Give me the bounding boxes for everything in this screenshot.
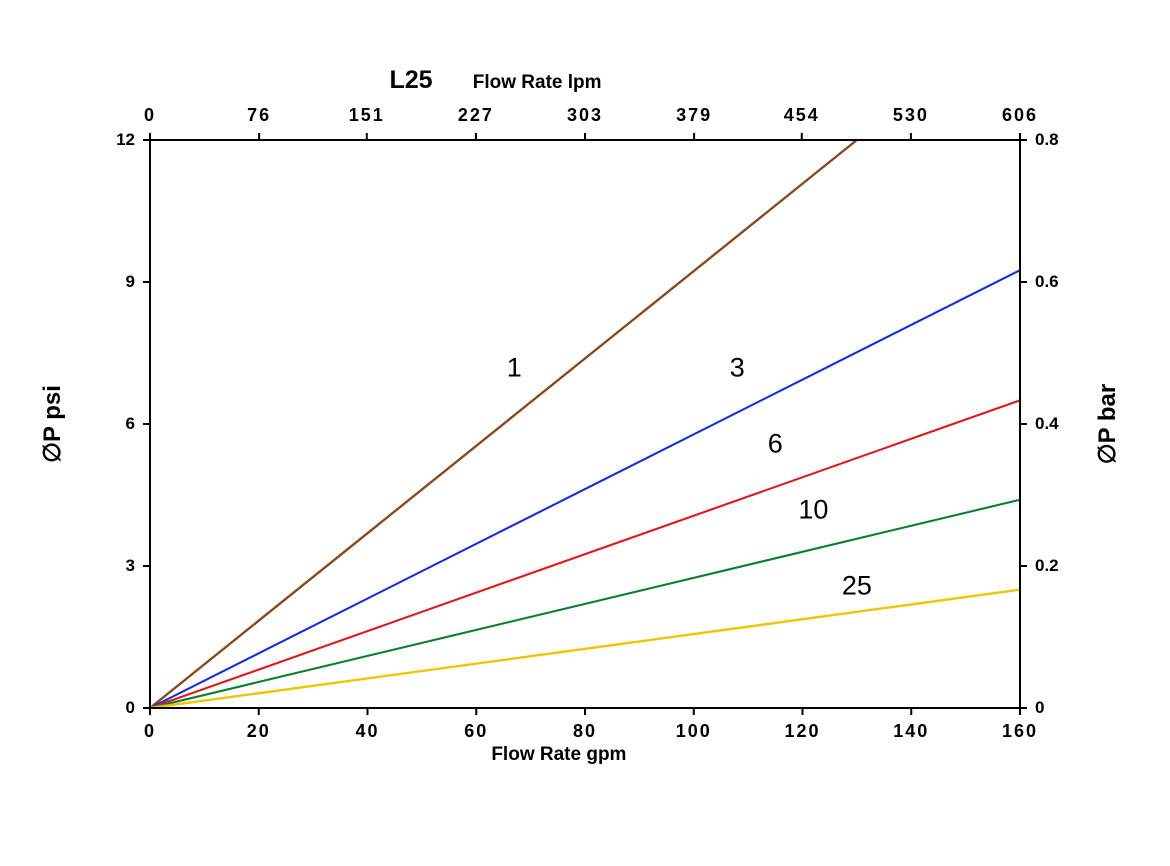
pressure-flow-chart: 020406080100120140160Flow Rate gpm076151… <box>0 0 1170 866</box>
left-tick-label: 0 <box>126 698 135 717</box>
right-axis-title: ∅P bar <box>1094 384 1121 465</box>
series-label-6: 6 <box>768 428 783 458</box>
right-tick-label: 0.2 <box>1035 556 1059 575</box>
bottom-tick-label: 80 <box>573 721 597 741</box>
bottom-tick-label: 20 <box>247 721 271 741</box>
series-label-25: 25 <box>842 570 872 600</box>
top-tick-label: 379 <box>676 105 712 125</box>
left-tick-label: 6 <box>126 414 135 433</box>
bottom-tick-label: 100 <box>676 721 712 741</box>
left-tick-label: 3 <box>126 556 135 575</box>
right-tick-label: 0.6 <box>1035 272 1059 291</box>
top-tick-label: 0 <box>144 105 156 125</box>
bottom-tick-label: 60 <box>464 721 488 741</box>
series-label-3: 3 <box>730 353 745 383</box>
bottom-tick-label: 0 <box>144 721 156 741</box>
right-tick-label: 0.4 <box>1035 414 1059 433</box>
top-tick-label: 454 <box>784 105 820 125</box>
top-tick-label: 227 <box>458 105 494 125</box>
right-tick-label: 0.8 <box>1035 130 1059 149</box>
bottom-tick-label: 120 <box>784 721 820 741</box>
series-label-1: 1 <box>507 353 522 383</box>
bottom-tick-label: 160 <box>1002 721 1038 741</box>
top-tick-label: 151 <box>349 105 385 125</box>
top-tick-label: 303 <box>567 105 603 125</box>
left-axis-title: ∅P psi <box>39 385 66 463</box>
top-axis-title: Flow Rate lpm <box>473 72 602 93</box>
bottom-tick-label: 40 <box>355 721 379 741</box>
chart-container: { "chart": { "type": "line", "canvas_w":… <box>0 0 1170 866</box>
top-tick-label: 606 <box>1002 105 1038 125</box>
bottom-axis-title: Flow Rate gpm <box>491 744 626 765</box>
top-tick-label: 530 <box>893 105 929 125</box>
series-label-10: 10 <box>798 495 828 525</box>
bottom-tick-label: 140 <box>893 721 929 741</box>
top-tick-label: 76 <box>247 105 271 125</box>
left-tick-label: 12 <box>116 130 135 149</box>
chart-title-prefix: L25 <box>389 66 432 94</box>
right-tick-label: 0 <box>1035 698 1044 717</box>
left-tick-label: 9 <box>126 272 135 291</box>
